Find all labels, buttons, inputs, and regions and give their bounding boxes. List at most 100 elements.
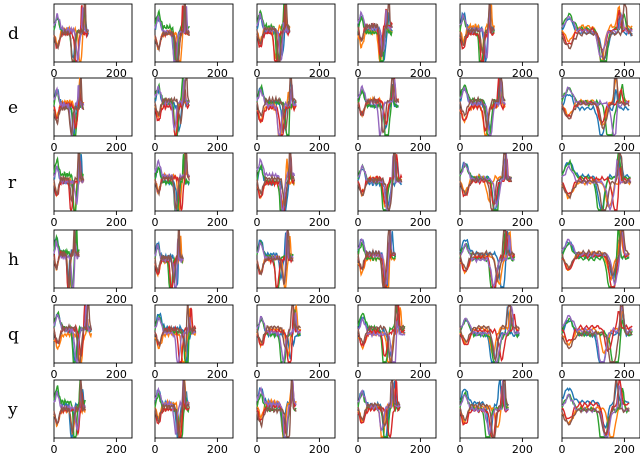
x-tick-label: 0 — [355, 216, 362, 229]
series-line-6 — [561, 153, 632, 211]
x-tick-label: 0 — [559, 141, 566, 154]
series-line-4 — [256, 5, 291, 62]
x-tick-label: 200 — [614, 216, 635, 229]
subplot-r4-c4: 0 200 — [355, 229, 437, 306]
x-tick-label: 200 — [106, 141, 127, 154]
x-tick-label: 0 — [51, 141, 58, 154]
series-line-1 — [256, 8, 291, 57]
series-line-6 — [256, 153, 296, 209]
series-line-6 — [154, 78, 190, 125]
x-tick-label: 200 — [410, 368, 431, 381]
series-line-6 — [53, 380, 86, 435]
x-tick-label: 200 — [106, 293, 127, 306]
series-line-6 — [357, 153, 403, 211]
x-tick-label: 200 — [614, 293, 635, 306]
x-tick-label: 200 — [207, 216, 228, 229]
x-tick-label: 200 — [410, 67, 431, 80]
x-tick-label: 0 — [254, 141, 261, 154]
x-tick-label: 200 — [614, 368, 635, 381]
series-line-5 — [256, 312, 301, 365]
series-line-6 — [561, 4, 633, 62]
x-tick-label: 200 — [512, 141, 533, 154]
subplot-r2-c4: 0 200 — [355, 77, 437, 154]
series-line-4 — [357, 305, 406, 357]
subplot-r1-c5: 0 200 — [457, 3, 539, 80]
x-tick-label: 200 — [410, 216, 431, 229]
x-tick-label: 200 — [309, 67, 330, 80]
subplot-r4-c6: 0 200 — [559, 229, 640, 306]
x-tick-label: 0 — [51, 368, 58, 381]
series-line-6 — [53, 305, 93, 363]
row-label-q: q — [8, 325, 19, 345]
x-tick-label: 0 — [152, 67, 159, 80]
series-line-6 — [256, 305, 301, 351]
x-tick-label: 200 — [410, 443, 431, 456]
x-tick-label: 0 — [152, 216, 159, 229]
x-tick-label: 200 — [512, 293, 533, 306]
subplot-r3-c4: 0 200 — [355, 152, 437, 229]
x-tick-label: 200 — [614, 141, 635, 154]
subplot-r4-c3: 0 200 — [254, 229, 336, 306]
x-tick-label: 200 — [512, 443, 533, 456]
row-label-r: r — [8, 173, 17, 193]
x-tick-label: 0 — [457, 293, 464, 306]
x-tick-label: 200 — [207, 141, 228, 154]
series-line-6 — [154, 153, 190, 211]
subplot-r2-c5: 0 200 — [457, 77, 539, 154]
series-line-6 — [357, 305, 406, 363]
subplot-r1-c4: 0 200 — [355, 3, 437, 80]
x-tick-label: 200 — [106, 216, 127, 229]
x-tick-label: 0 — [254, 216, 261, 229]
x-tick-label: 0 — [254, 443, 261, 456]
x-tick-label: 200 — [309, 141, 330, 154]
subplot-r5-c2: 0 200 — [152, 304, 234, 381]
series-line-4 — [53, 90, 84, 129]
subplot-r2-c2: 0 200 — [152, 77, 234, 154]
x-tick-label: 200 — [207, 293, 228, 306]
x-tick-label: 200 — [614, 443, 635, 456]
series-line-5 — [561, 14, 633, 59]
row-label-y: y — [7, 400, 18, 420]
x-tick-label: 0 — [559, 368, 566, 381]
subplot-r1-c3: 0 200 — [254, 3, 336, 80]
subplot-r5-c5: 0 200 — [457, 304, 539, 381]
x-tick-label: 0 — [51, 443, 58, 456]
x-tick-label: 0 — [51, 216, 58, 229]
subplot-r5-c4: 0 200 — [355, 304, 437, 381]
subplot-r4-c5: 0 200 — [457, 229, 539, 306]
series-line-6 — [53, 4, 89, 62]
x-tick-label: 200 — [512, 67, 533, 80]
series-line-6 — [256, 230, 294, 285]
series-line-4 — [459, 77, 506, 133]
x-tick-label: 0 — [152, 443, 159, 456]
x-tick-label: 0 — [254, 293, 261, 306]
x-tick-label: 200 — [106, 443, 127, 456]
series-line-5 — [154, 157, 190, 211]
x-tick-label: 200 — [410, 141, 431, 154]
subplot-r2-c1: 0 200 — [51, 77, 133, 154]
series-line-5 — [357, 316, 406, 363]
series-line-5 — [53, 304, 93, 363]
series-line-6 — [561, 380, 630, 435]
subplot-r1-c6: 0 200 — [559, 3, 640, 80]
series-line-6 — [357, 380, 401, 428]
x-tick-label: 200 — [309, 216, 330, 229]
subplot-r6-c4: 0 200 — [355, 379, 437, 456]
series-line-6 — [459, 230, 516, 284]
series-line-4 — [357, 379, 401, 438]
x-tick-label: 0 — [457, 67, 464, 80]
x-tick-label: 0 — [152, 141, 159, 154]
x-tick-label: 0 — [559, 216, 566, 229]
subplot-r5-c1: 0 200 — [51, 304, 133, 381]
row-label-h: h — [8, 250, 19, 270]
series-line-5 — [561, 86, 630, 136]
x-tick-label: 0 — [457, 368, 464, 381]
subplot-r2-c6: 0 200 — [559, 77, 640, 154]
x-tick-label: 200 — [207, 67, 228, 80]
subplot-r6-c1: 0 200 — [51, 379, 133, 456]
subplot-r6-c2: 0 200 — [152, 379, 234, 456]
x-tick-label: 200 — [614, 67, 635, 80]
x-tick-label: 200 — [512, 216, 533, 229]
subplot-r6-c3: 0 200 — [254, 379, 336, 456]
x-tick-label: 0 — [152, 293, 159, 306]
